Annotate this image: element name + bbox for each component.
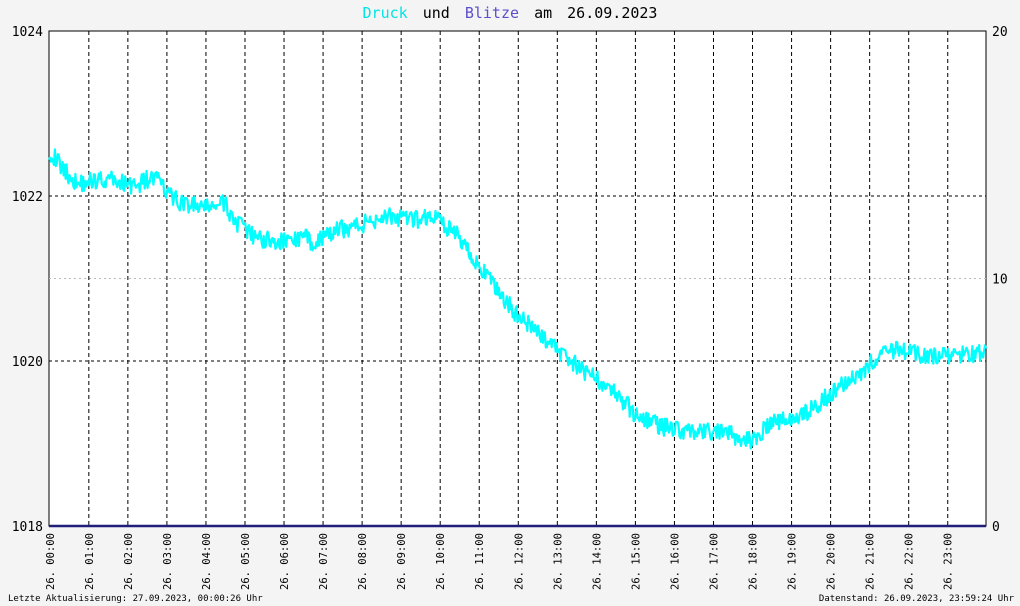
x-tick-label: 26. 16:00 (669, 533, 681, 590)
x-tick-label: 26. 11:00 (474, 533, 486, 590)
x-tick-label: 26. 09:00 (396, 533, 408, 590)
x-axis: 26. 00:00 26. 01:00 26. 02:00 26. 03:00 26. … (45, 533, 955, 590)
x-tick-label: 26. 23:00 (943, 533, 955, 590)
x-tick-label: 26. 20:00 (826, 533, 838, 590)
x-tick-label: 26. 07:00 (318, 533, 330, 590)
y-axis-left: 1018 1020 1022 1024 (12, 25, 43, 535)
y-tick-label-right: 10 (992, 273, 1008, 288)
title-druck: Druck (363, 4, 408, 22)
chart-title: Druck und Blitze am 26.09.2023 (363, 4, 658, 22)
x-tick-label: 26. 12:00 (513, 533, 525, 590)
title-date: 26.09.2023 (567, 4, 657, 22)
y-axis-right: 0 10 20 (992, 25, 1008, 535)
x-tick-label: 26. 22:00 (904, 533, 916, 590)
x-tick-label: 26. 18:00 (748, 533, 760, 590)
series-line-druck (48, 148, 988, 450)
x-tick-label: 26. 15:00 (630, 533, 642, 590)
y-tick-label-left: 1018 (12, 520, 43, 535)
y-tick-label-left: 1024 (12, 25, 43, 40)
x-tick-label: 26. 21:00 (865, 533, 877, 590)
y-tick-label-left: 1020 (12, 355, 43, 370)
x-tick-label: 26. 10:00 (435, 533, 447, 590)
y-tick-label-right: 20 (992, 25, 1008, 40)
x-tick-label: 26. 13:00 (552, 533, 564, 590)
x-tick-label: 26. 01:00 (84, 533, 96, 590)
y-tick-label-right: 0 (992, 520, 1000, 535)
x-tick-label: 26. 05:00 (240, 533, 252, 590)
x-tick-label: 26. 03:00 (162, 533, 174, 590)
title-blitze: Blitze (465, 4, 519, 22)
x-tick-label: 26. 02:00 (123, 533, 135, 590)
title-und: und (423, 4, 450, 22)
x-tick-label: 26. 08:00 (357, 533, 369, 590)
x-tick-label: 26. 04:00 (201, 533, 213, 590)
footer-data-status: Datenstand: 26.09.2023, 23:59:24 Uhr (819, 594, 1015, 604)
series-group (48, 148, 988, 528)
title-am: am (534, 4, 552, 22)
x-tick-label: 26. 06:00 (279, 533, 291, 590)
x-tick-label: 26. 17:00 (708, 533, 720, 590)
x-tick-label: 26. 00:00 (45, 533, 57, 590)
grid (49, 31, 986, 526)
y-tick-label-left: 1022 (12, 190, 43, 205)
x-tick-label: 26. 19:00 (787, 533, 799, 590)
footer-last-update: Letzte Aktualisierung: 27.09.2023, 00:00… (8, 594, 263, 604)
x-tick-label: 26. 14:00 (591, 533, 603, 590)
